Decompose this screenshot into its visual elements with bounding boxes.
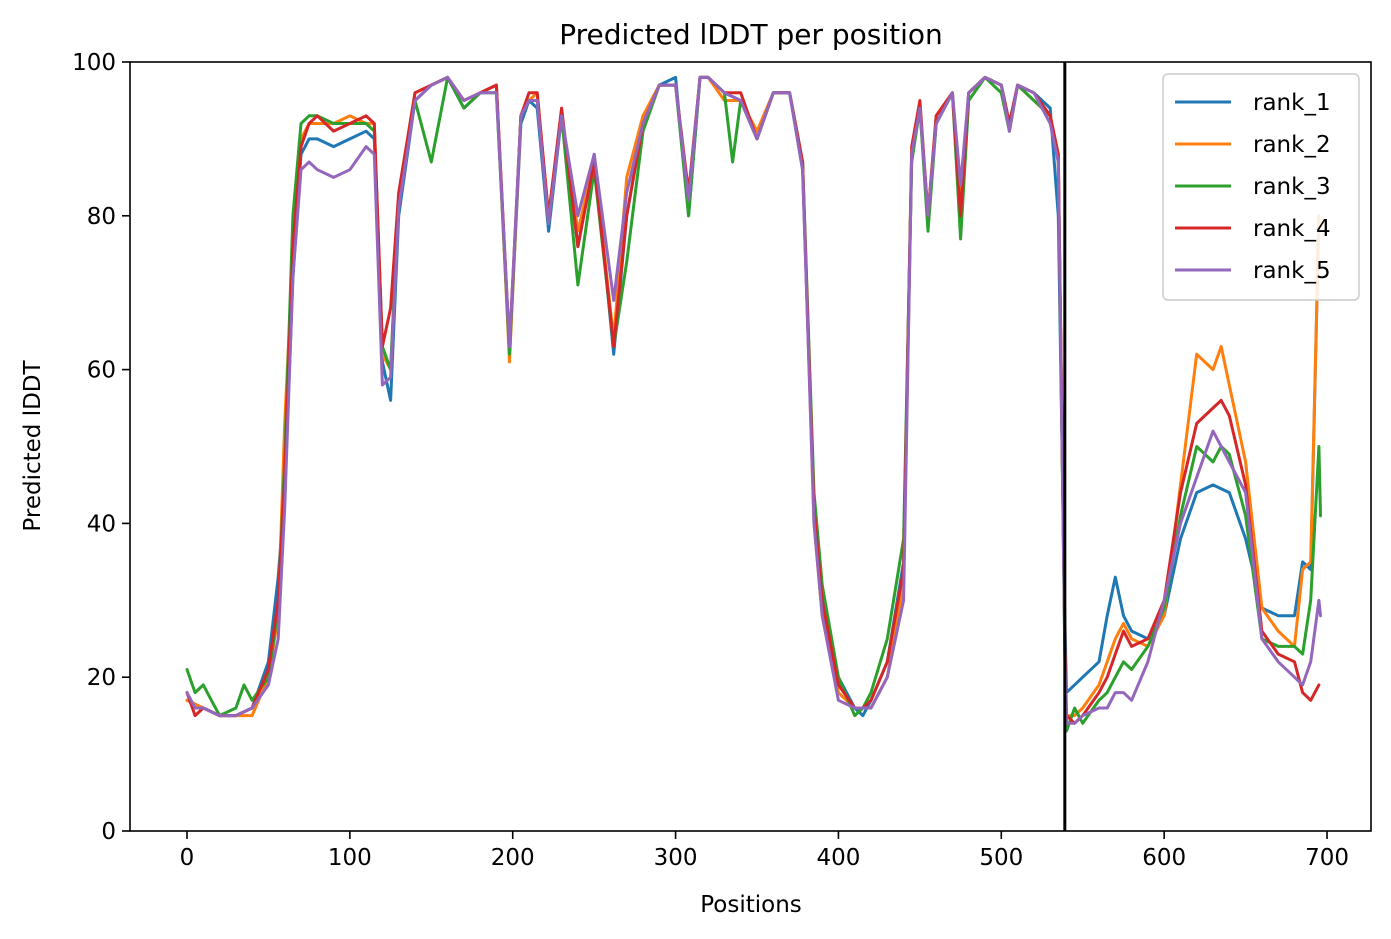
y-axis-label: Predicted lDDT	[20, 359, 46, 531]
x-tick-label: 200	[491, 845, 535, 871]
legend-label-rank-2: rank_2	[1253, 132, 1331, 158]
x-axis-ticks: 0 100 200 300 400 500 600 700	[180, 831, 1349, 871]
x-axis-label: Positions	[700, 892, 802, 918]
y-tick-label: 40	[87, 511, 116, 537]
plot-frame	[129, 61, 1372, 832]
legend-label-rank-3: rank_3	[1253, 174, 1331, 200]
chart-title: Predicted lDDT per position	[559, 18, 943, 51]
legend-box	[1162, 73, 1360, 301]
y-tick-label: 20	[87, 665, 116, 691]
legend-label-rank-4: rank_4	[1253, 216, 1331, 242]
x-tick-label: 600	[1142, 845, 1186, 871]
legend-label-rank-5: rank_5	[1253, 258, 1331, 284]
plot-lines	[185, 75, 1322, 733]
x-tick-label: 300	[654, 845, 698, 871]
y-tick-label: 80	[87, 204, 116, 230]
x-tick-label: 400	[816, 845, 860, 871]
legend-label-rank-1: rank_1	[1253, 90, 1331, 116]
legend: rank_1 rank_2 rank_3 rank_4 rank_5	[1162, 73, 1360, 301]
y-tick-label: 60	[87, 358, 116, 384]
y-tick-label: 0	[101, 819, 116, 845]
x-tick-label: 700	[1305, 845, 1349, 871]
x-tick-label: 0	[180, 845, 195, 871]
x-tick-label: 100	[328, 845, 372, 871]
series-line-rank-5	[185, 75, 1322, 725]
x-tick-label: 500	[979, 845, 1023, 871]
y-tick-label: 100	[72, 50, 116, 76]
y-axis-ticks: 0 20 40 60 80 100	[72, 50, 130, 845]
